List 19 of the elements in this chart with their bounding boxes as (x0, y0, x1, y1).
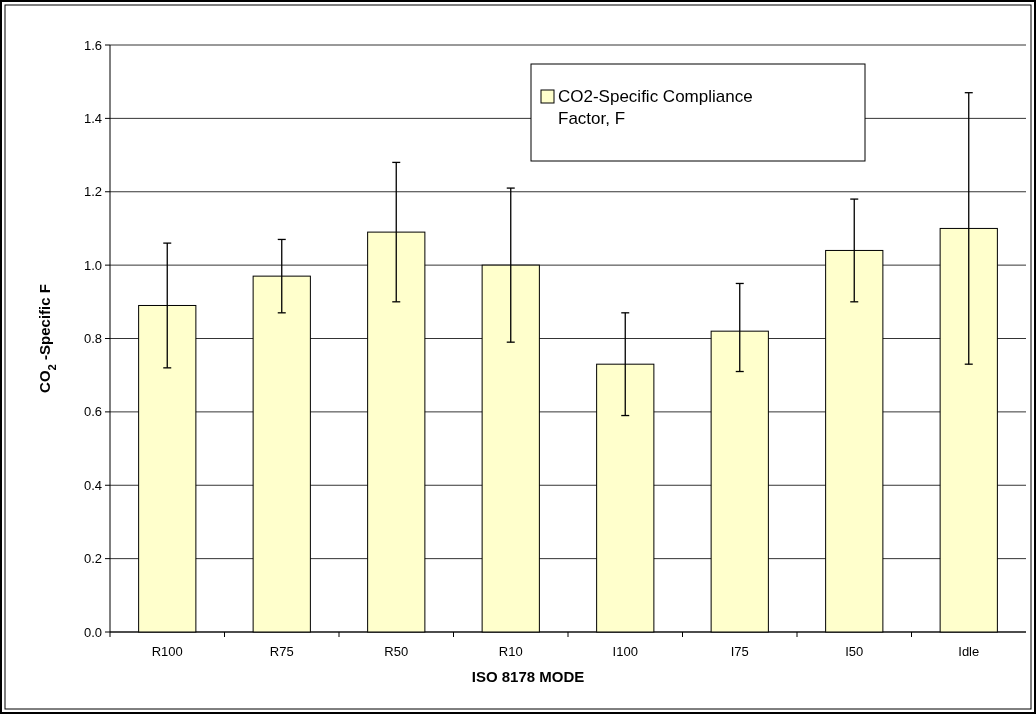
x-tick-label: I75 (730, 644, 749, 659)
y-tick-label: 0.0 (83, 624, 102, 640)
x-tick-label: R10 (498, 644, 523, 659)
y-tick-label: 0.8 (83, 331, 102, 347)
y-tick-label: 0.4 (83, 477, 102, 493)
x-tick-label: I50 (845, 644, 864, 659)
y-tick-label: 1.6 (83, 37, 102, 53)
y-tick-label: 1.0 (83, 257, 102, 273)
x-tick-label: I100 (612, 644, 638, 659)
x-tick-label: R50 (384, 644, 409, 659)
y-tick-label: 0.2 (83, 551, 102, 567)
x-tick-label: Idle (958, 644, 980, 659)
x-tick-label: R75 (269, 644, 294, 659)
y-tick-label: 0.6 (83, 404, 102, 420)
x-tick-label: R100 (151, 644, 183, 659)
x-axis-title: ISO 8178 MODE (471, 668, 585, 685)
legend-label: CO2-Specific Compliance Factor, F (558, 87, 753, 128)
y-tick-label: 1.2 (83, 184, 102, 200)
y-tick-label: 1.4 (83, 110, 102, 126)
